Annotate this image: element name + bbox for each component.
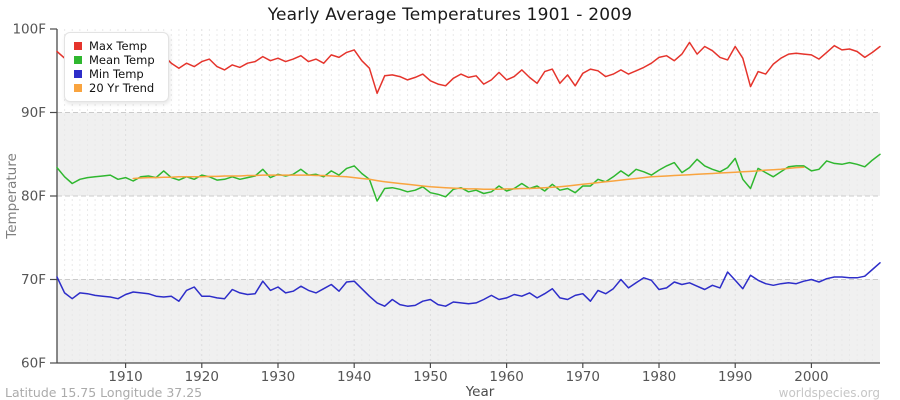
legend-label: 20 Yr Trend (89, 81, 155, 95)
legend-swatch-icon (74, 70, 82, 78)
y-tick-label: 80F (21, 189, 46, 205)
legend-swatch-icon (74, 56, 82, 64)
series-line-min-temp (56, 262, 881, 307)
x-tick-label: 1960 (489, 369, 523, 385)
x-tick-label: 1940 (337, 369, 371, 385)
coordinates-caption: Latitude 15.75 Longitude 37.25 (5, 385, 203, 400)
x-tick-label: 1930 (261, 369, 295, 385)
y-tick-label: 100F (12, 22, 46, 38)
x-axis-title: Year (465, 384, 495, 400)
legend-item-min-temp: Min Temp (74, 67, 155, 81)
y-tick-label: 70F (21, 272, 46, 288)
y-tick-label: 60F (21, 356, 46, 372)
x-tick-label: 1910 (108, 369, 142, 385)
legend-item-max-temp: Max Temp (74, 39, 155, 53)
legend-swatch-icon (74, 42, 82, 50)
chart-title: Yearly Average Temperatures 1901 - 2009 (267, 5, 633, 25)
legend: Max Temp Mean Temp Min Temp 20 Yr Trend (64, 32, 169, 102)
series-line-mean-temp (56, 153, 881, 202)
legend-item-20-yr-trend: 20 Yr Trend (74, 81, 155, 95)
legend-label: Min Temp (89, 67, 144, 81)
legend-label: Mean Temp (89, 53, 155, 67)
x-tick-label: 1980 (642, 369, 676, 385)
x-tick-label: 1990 (718, 369, 752, 385)
x-tick-label: 1920 (185, 369, 219, 385)
x-tick-label: 1950 (413, 369, 447, 385)
legend-item-mean-temp: Mean Temp (74, 53, 155, 67)
y-tick-label: 90F (21, 105, 46, 121)
legend-swatch-icon (74, 84, 82, 92)
series-line-max-temp (56, 41, 881, 95)
series-line-20-yr-trend (132, 166, 805, 191)
x-tick-label: 2000 (794, 369, 828, 385)
legend-label: Max Temp (89, 39, 148, 53)
watermark: worldspecies.org (778, 386, 880, 400)
x-tick-label: 1970 (566, 369, 600, 385)
